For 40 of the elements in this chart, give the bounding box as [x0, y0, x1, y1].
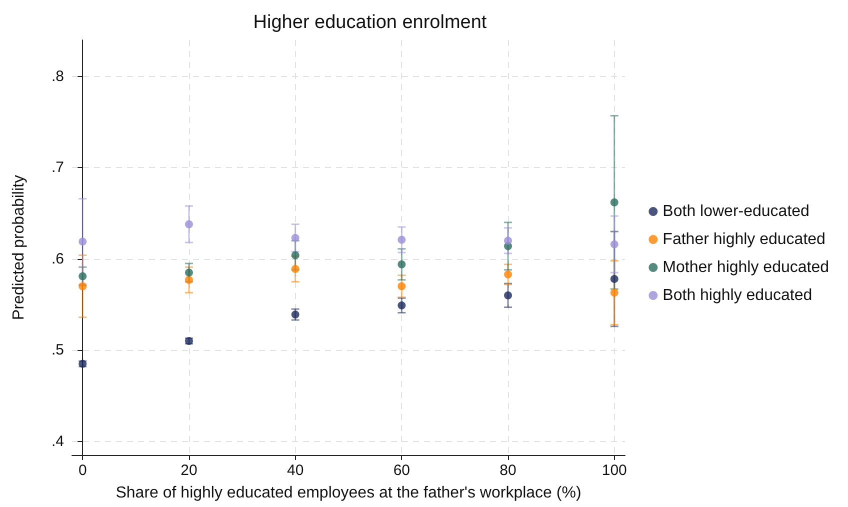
y-tick-label: .4 [51, 432, 64, 450]
y-tick-label: .8 [51, 68, 64, 85]
point [504, 291, 512, 300]
point [78, 272, 87, 280]
x-tick-label: 60 [393, 462, 410, 479]
y-tick-label: .5 [51, 342, 64, 359]
point [504, 270, 512, 278]
x-tick-label: 80 [500, 462, 516, 479]
point [291, 251, 300, 260]
y-axis-title: Predicted probability [10, 175, 28, 320]
point [610, 198, 618, 206]
legend-label: Father highly educated [662, 231, 826, 248]
x-tick-label: 0 [78, 462, 87, 479]
point [610, 288, 618, 297]
point [398, 260, 406, 268]
x-tick-label: 40 [286, 462, 304, 479]
point [291, 234, 300, 242]
point [78, 282, 87, 290]
point [184, 220, 193, 228]
chart-title: Higher education enrolment [253, 12, 488, 33]
x-tick-label: 20 [180, 462, 198, 479]
point [398, 236, 406, 244]
legend-label: Mother highly educated [662, 259, 829, 276]
legend-label: Both lower-educated [662, 203, 810, 220]
point [291, 264, 300, 273]
point [398, 301, 406, 310]
x-tick-label: 100 [602, 462, 627, 479]
point [610, 274, 618, 283]
point [398, 282, 406, 290]
point [504, 236, 512, 245]
point [184, 268, 193, 277]
point [184, 276, 193, 284]
x-axis-title: Share of highly educated employees at the father's workplace (%) [116, 484, 582, 502]
y-tick-label: .6 [51, 250, 64, 268]
y-tick-label: .7 [51, 159, 64, 176]
point [78, 360, 87, 368]
point [610, 240, 618, 248]
legend-label: Both highly educated [662, 287, 812, 304]
point [78, 238, 87, 246]
point [291, 310, 300, 319]
